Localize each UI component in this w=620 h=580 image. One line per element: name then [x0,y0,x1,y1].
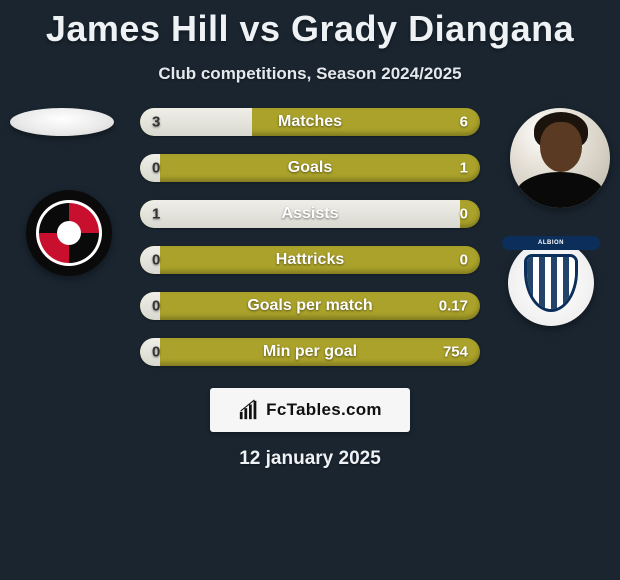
stat-bar: 0 1 Goals [140,154,480,182]
stat-value-right: 0 [460,252,468,269]
left-club-crest [26,190,112,276]
date: 12 january 2025 [0,448,620,470]
stat-value-left: 1 [152,206,160,223]
stat-value-left: 0 [152,252,160,269]
stat-bar: 0 0 Hattricks [140,246,480,274]
stat-value-right: 0.17 [439,298,468,315]
page-title: James Hill vs Grady Diangana [0,0,620,50]
subtitle: Club competitions, Season 2024/2025 [0,64,620,84]
stat-label: Goals per match [247,297,372,315]
watermark: FcTables.com [210,388,410,432]
right-player-avatar [510,108,610,208]
watermark-text: FcTables.com [266,400,382,420]
stat-bar: 1 0 Assists [140,200,480,228]
stat-value-left: 0 [152,298,160,315]
stat-label: Matches [278,113,342,131]
stat-bar: 0 0.17 Goals per match [140,292,480,320]
stat-label: Assists [282,205,339,223]
stat-value-left: 0 [152,160,160,177]
stat-bars: 3 6 Matches 0 1 Goals 1 0 Assists 0 0 Hattricks 0 0.1… [140,108,480,366]
comparison-stage: ALBION 3 6 Matches 0 1 Goals 1 0 Assists 0 0 Hattri… [0,108,620,366]
right-club-crest: ALBION [508,240,594,326]
stat-value-right: 754 [443,344,468,361]
stat-value-right: 0 [460,206,468,223]
right-crest-banner: ALBION [502,236,600,250]
stat-value-right: 1 [460,160,468,177]
stat-value-right: 6 [460,114,468,131]
stat-label: Hattricks [276,251,344,269]
stat-bar: 0 754 Min per goal [140,338,480,366]
left-player-placeholder [10,108,114,136]
stat-label: Goals [288,159,332,177]
stat-value-left: 3 [152,114,160,131]
watermark-bars-icon [238,399,260,421]
stat-label: Min per goal [263,343,357,361]
stat-bar: 3 6 Matches [140,108,480,136]
stat-value-left: 0 [152,344,160,361]
